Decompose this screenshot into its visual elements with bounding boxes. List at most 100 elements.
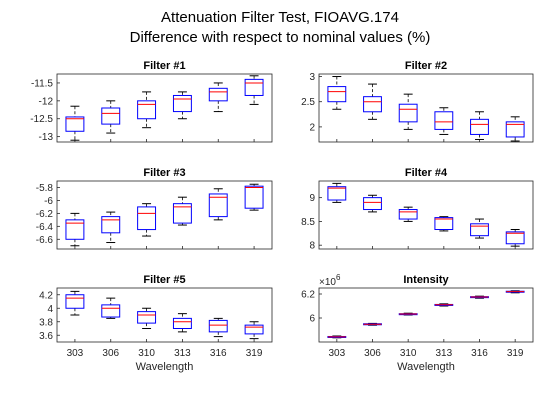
axes-frame [56, 73, 273, 143]
box-iqr [434, 217, 454, 231]
box-310 [398, 206, 418, 222]
box-316 [470, 111, 489, 140]
x-axis-label: Wavelength [397, 361, 455, 373]
y-tick-label: -6.6 [36, 235, 54, 246]
figure-title-line2: Difference with respect to nominal value… [130, 29, 431, 46]
y-tick-label: -6.2 [36, 209, 54, 220]
box-iqr [434, 111, 454, 130]
x-tick-label: 316 [210, 348, 227, 359]
box-319 [244, 75, 264, 105]
box-310 [398, 93, 418, 130]
box-313 [172, 313, 192, 333]
box-313 [172, 91, 192, 120]
box-iqr [65, 116, 85, 132]
subplot-1: Filter #1 -13 -12.5 -12 -11.5 [30, 60, 273, 143]
box-316 [470, 218, 489, 239]
box-319 [244, 183, 264, 211]
box-316 [470, 295, 489, 299]
box-303 [327, 335, 347, 339]
subplot-title: Filter #4 [405, 167, 448, 179]
box-306 [101, 211, 121, 244]
x-tick-label: 313 [435, 348, 452, 359]
box-iqr [398, 209, 418, 220]
y-tick-label: -12.5 [30, 114, 53, 125]
box-iqr [363, 197, 382, 211]
y-tick-label: 4.2 [39, 290, 53, 301]
box-303 [327, 182, 347, 203]
x-tick-label: 306 [364, 348, 381, 359]
box-303 [327, 76, 347, 110]
y-tick-label: 9 [309, 193, 315, 204]
y-tick-label: -13 [39, 132, 54, 143]
box-306 [363, 322, 382, 326]
box-iqr [244, 78, 264, 96]
box-306 [101, 100, 121, 134]
box-iqr [327, 186, 347, 201]
box-iqr [65, 219, 85, 240]
subplot-title: Filter #5 [143, 274, 185, 286]
box-319 [244, 321, 264, 340]
x-tick-label: 319 [507, 348, 524, 359]
subplot-title: Filter #3 [143, 167, 185, 179]
box-313 [434, 216, 454, 232]
box-iqr [470, 118, 489, 135]
exponent-power: 6 [336, 273, 341, 282]
box-iqr [208, 87, 228, 102]
y-tick-label: -11.5 [31, 78, 53, 89]
y-exponent-label: ×106 [319, 273, 341, 288]
x-tick-label: 316 [471, 348, 488, 359]
y-tick-label: -12 [39, 96, 54, 107]
box-iqr [327, 86, 347, 103]
box-iqr [470, 223, 489, 237]
box-iqr [137, 206, 157, 231]
box-306 [363, 194, 382, 213]
axes-frame [318, 287, 534, 343]
x-tick-label: 310 [138, 348, 155, 359]
box-iqr [172, 94, 192, 113]
y-tick-label: 8 [309, 241, 315, 252]
box-310 [137, 203, 157, 237]
axes-frame [56, 287, 273, 343]
figure-title-line1: Attenuation Filter Test, FIOAVG.174 [161, 9, 399, 26]
y-tick-label: -6.4 [36, 222, 54, 233]
axes-frame [318, 180, 534, 250]
box-303 [65, 105, 85, 141]
y-tick-label: 3 [309, 72, 315, 83]
box-303 [65, 212, 85, 247]
box-319 [505, 116, 525, 142]
box-iqr [363, 96, 382, 113]
box-306 [363, 83, 382, 120]
box-iqr [101, 107, 121, 125]
box-310 [398, 312, 418, 316]
axes-frame [56, 180, 273, 250]
box-iqr [101, 304, 121, 318]
box-319 [505, 290, 525, 294]
box-iqr [137, 100, 157, 120]
box-iqr [137, 311, 157, 324]
y-tick-label: 3.8 [39, 317, 53, 328]
y-tick-label: 8.5 [301, 217, 315, 228]
box-316 [208, 188, 228, 221]
x-axis-label: Wavelength [136, 361, 194, 373]
box-iqr [505, 231, 525, 245]
y-tick-label: 3.6 [39, 331, 53, 342]
box-iqr [172, 203, 192, 224]
y-tick-label: 4 [47, 304, 53, 315]
y-tick-label: 2.5 [301, 97, 315, 108]
y-tick-label: 6.2 [301, 290, 315, 301]
box-319 [505, 229, 525, 247]
box-iqr [505, 121, 525, 138]
x-tick-label: 303 [328, 348, 345, 359]
axes-frame [318, 73, 534, 143]
box-313 [434, 303, 454, 307]
x-tick-label: 313 [174, 348, 191, 359]
box-iqr [101, 216, 121, 234]
box-iqr [208, 319, 228, 333]
y-tick-label: -5.8 [36, 183, 54, 194]
box-313 [172, 196, 192, 226]
box-iqr [398, 103, 418, 123]
box-306 [101, 297, 121, 319]
x-tick-label: 319 [246, 348, 263, 359]
